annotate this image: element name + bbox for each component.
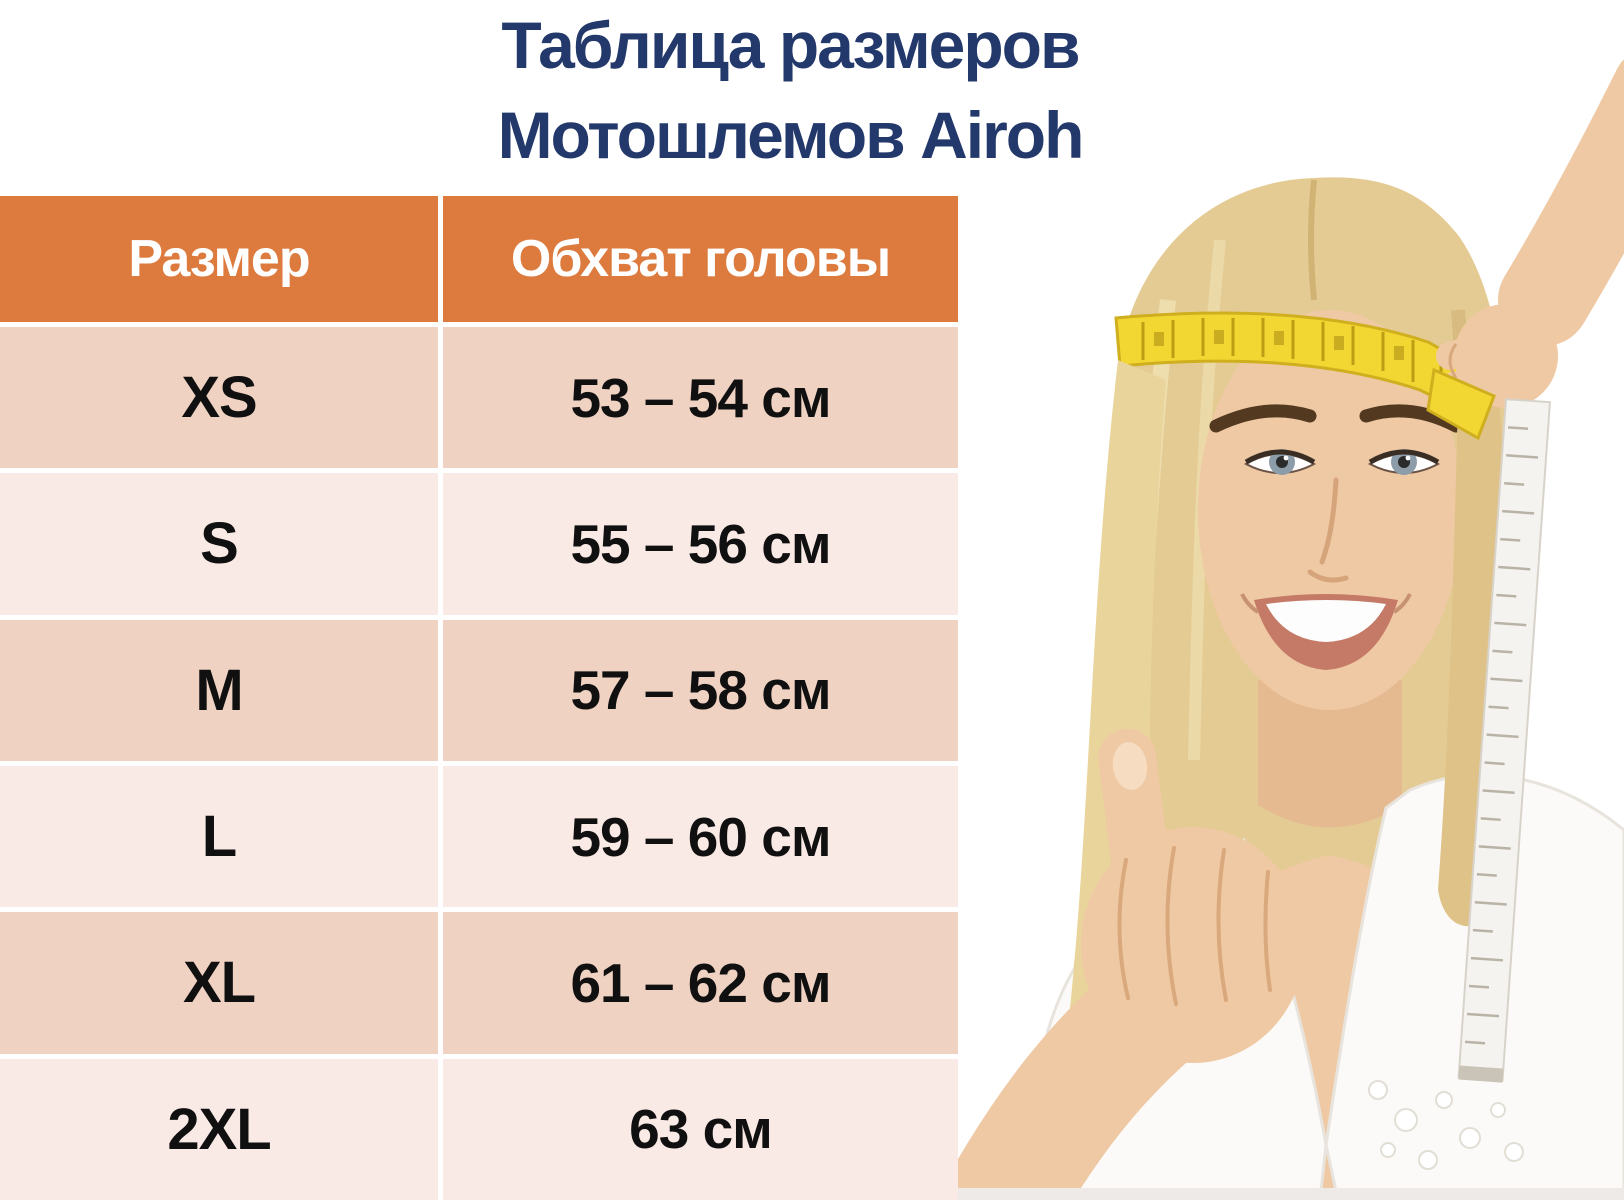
left-eyebrow <box>1209 404 1317 433</box>
left-eye <box>1243 449 1317 475</box>
size-cell-xl: XL <box>0 912 438 1054</box>
woman-neck <box>1258 680 1402 828</box>
circumference-cell-l: 59 – 60 см <box>443 765 958 908</box>
size-cell-xs: XS <box>0 327 438 469</box>
thumbs-up-hand <box>958 728 1305 1200</box>
nose <box>1307 477 1349 583</box>
circumference-cell-m: 57 – 58 см <box>443 619 958 761</box>
size-cell-2xl: 2XL <box>0 1058 438 1200</box>
right-eye <box>1367 449 1441 475</box>
circumference-cell-s: 55 – 56 см <box>443 473 958 615</box>
tape-end-fold <box>1426 367 1496 441</box>
helmet-size-table: Размер Обхват головы XS 53 – 54 см S 55 … <box>0 196 958 1200</box>
page-title: Таблица размеров Мотошлемов Airoh <box>0 0 1580 180</box>
circumference-cell-xl: 61 – 62 см <box>443 912 958 1054</box>
photo-bottom-edge <box>958 1188 1624 1200</box>
sequin-detail <box>1368 1080 1524 1170</box>
size-cell-l: L <box>0 765 438 908</box>
circumference-cell-xs: 53 – 54 см <box>443 327 958 469</box>
page-title-line2: Мотошлемов Airoh <box>497 98 1085 172</box>
circumference-cell-2xl: 63 см <box>443 1058 958 1200</box>
size-column-header: Размер <box>0 196 438 322</box>
page-title-line1: Таблица размеров <box>501 8 1080 82</box>
smiling-mouth <box>1240 593 1412 670</box>
circumference-column-header: Обхват головы <box>443 196 958 322</box>
hanging-measuring-tape <box>1457 398 1551 1083</box>
woman-illustration <box>958 60 1624 1200</box>
woman-face <box>1114 310 1476 710</box>
woman-measuring-head-photo <box>958 60 1624 1200</box>
size-cell-m: M <box>0 619 438 761</box>
size-cell-s: S <box>0 473 438 615</box>
raised-arm <box>1426 60 1624 441</box>
